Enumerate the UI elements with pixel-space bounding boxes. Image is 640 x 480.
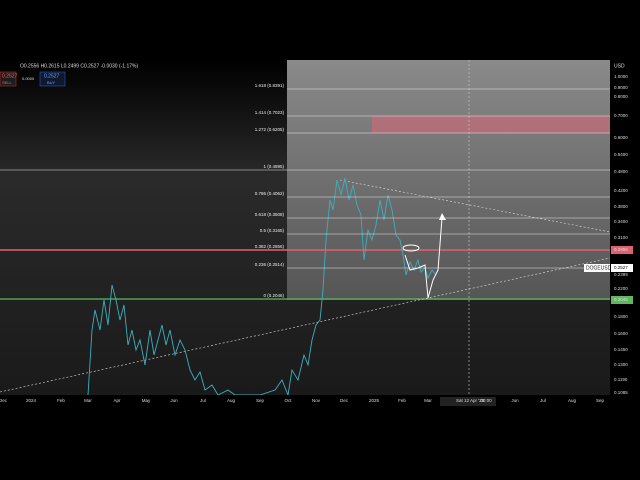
fib-label: 1.618 (0.8391)	[255, 83, 285, 88]
price-tick: 0.7000	[614, 113, 628, 118]
price-tick: 0.4200	[614, 188, 628, 193]
sell-button[interactable]	[0, 71, 17, 87]
projection	[404, 217, 443, 299]
resistance-box	[372, 116, 610, 133]
fib-label: 0.5 (0.3165)	[260, 228, 285, 233]
time-tick: Jun	[170, 398, 178, 403]
price-tick: 0.2046	[614, 297, 628, 302]
fib-label: 0.618 (0.3508)	[255, 212, 285, 217]
time-tick: 2024	[26, 398, 37, 403]
price-tick: 0.1300	[614, 362, 628, 367]
price-tick: 1.0000	[614, 74, 628, 79]
fib-label: 0.786 (0.4062)	[255, 191, 285, 196]
time-tick: Mar	[84, 398, 92, 403]
trend-line	[339, 179, 611, 233]
price-tag	[611, 264, 633, 272]
price-axis	[610, 60, 640, 400]
fib-label: 0 (0.2046)	[263, 293, 284, 298]
time-tick: Sep	[596, 398, 605, 403]
price-tag	[611, 296, 633, 304]
price-tag	[611, 246, 633, 254]
time-tick: Oct	[284, 398, 292, 403]
ohlc: O0.2556 H0.2615 L0.2499 C0.2527 -0.0030 …	[20, 63, 138, 69]
price-tick: 0.9000	[614, 85, 628, 90]
price-tick: 0.2527	[614, 265, 628, 270]
time-tick: Feb	[398, 398, 406, 403]
buy-button[interactable]	[39, 71, 66, 87]
sell-price: 0.2527	[2, 73, 18, 79]
price-tick: 0.4800	[614, 169, 628, 174]
time-tick: Mar	[424, 398, 432, 403]
price-tick: 0.1190	[614, 377, 628, 382]
fib-label: 1.414 (0.7023)	[255, 110, 285, 115]
buy-label: BUY	[47, 80, 56, 85]
sell-label: SELL	[2, 80, 13, 85]
time-tick: Sep	[256, 398, 265, 403]
fib-label: 1.272 (0.6205)	[255, 127, 285, 132]
price-line	[87, 177, 437, 397]
time-tick: 2025	[369, 398, 380, 403]
time-tick: Sat 12 Apr '25	[456, 398, 485, 403]
price-tick: 0.2856	[614, 247, 628, 252]
price-tick: 0.1800	[614, 314, 628, 319]
price-tick: 0.2200	[614, 286, 628, 291]
marker-ellipse	[402, 244, 420, 252]
price-tick: 0.3100	[614, 235, 628, 240]
time-tick: Aug	[568, 398, 577, 403]
time-tick: Aug	[227, 398, 236, 403]
time-tick: Feb	[57, 398, 65, 403]
price-tick: 0.2399	[614, 272, 628, 277]
price-tick: 0.1085	[614, 390, 628, 395]
time-tick: Apr	[113, 398, 121, 403]
time-tick: Dec	[340, 398, 349, 403]
price-tick: 0.8000	[614, 94, 628, 99]
time-tick: Jul	[540, 398, 546, 403]
trend-line	[0, 257, 611, 393]
currency: USD	[614, 63, 625, 69]
buy-price: 0.2527	[44, 73, 60, 79]
time-tick: Nov	[312, 398, 321, 403]
time-tick: Jul	[200, 398, 206, 403]
price-tick: 0.3800	[614, 204, 628, 209]
time-tag	[440, 397, 496, 406]
price-tick: 0.1450	[614, 347, 628, 352]
spread: 0.0000	[22, 76, 35, 81]
time-tick: May	[142, 398, 151, 403]
fib-label: 0.382 (0.2856)	[255, 244, 285, 249]
price-tick: 0.5400	[614, 152, 628, 157]
time-tick: Dec	[0, 398, 8, 403]
symbol: DOGEUSD	[586, 265, 612, 271]
fib-label: 1 (0.4895)	[263, 164, 284, 169]
time-tick: 00:00	[480, 398, 492, 403]
price-tick: 0.6000	[614, 135, 628, 140]
price-tick: 0.3400	[614, 219, 628, 224]
price-tick: 0.1600	[614, 331, 628, 336]
time-tick: Jun	[511, 398, 519, 403]
fib-label: 0.236 (0.2514)	[255, 262, 285, 267]
fib-zone	[287, 60, 610, 300]
